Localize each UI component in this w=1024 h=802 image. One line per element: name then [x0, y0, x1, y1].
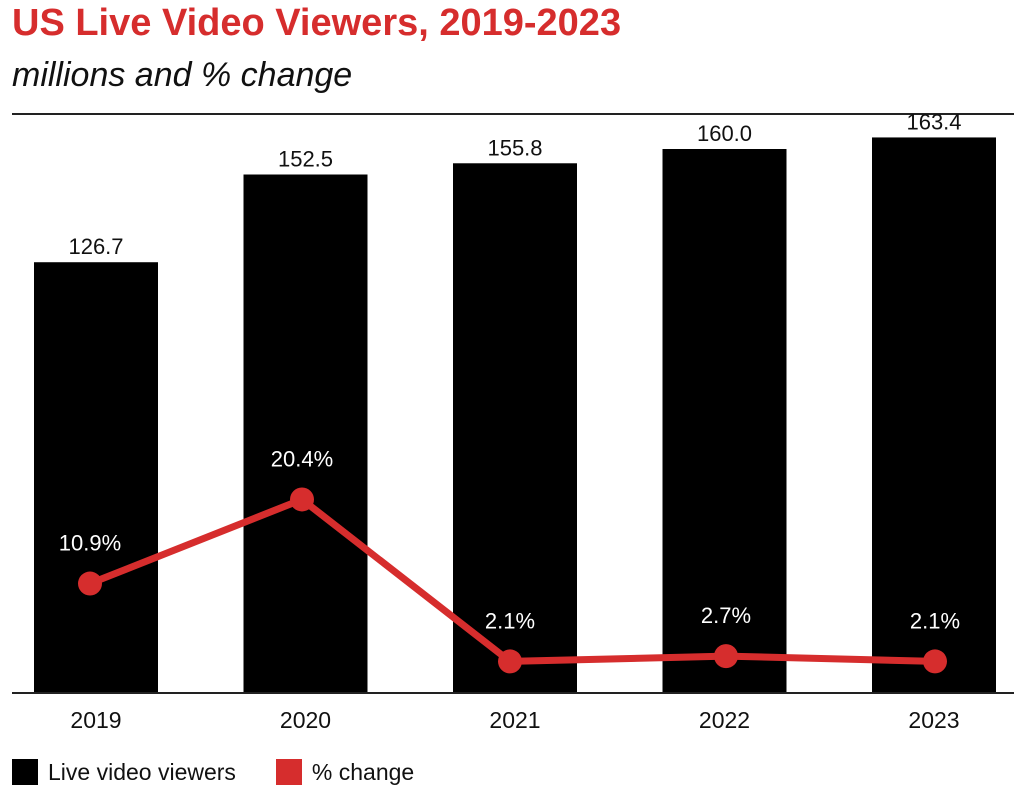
bar-label-2021: 155.8 [487, 135, 542, 160]
x-tick-2021: 2021 [489, 707, 540, 733]
bar-2021 [453, 163, 577, 693]
bar-label-2019: 126.7 [68, 234, 123, 259]
legend: Live video viewers % change [12, 755, 454, 789]
legend-label-viewers: Live video viewers [48, 758, 236, 785]
legend-item-viewers: Live video viewers [12, 759, 236, 786]
change-point-2022 [714, 644, 738, 669]
bar-label-2023: 163.4 [906, 109, 961, 134]
change-label-2019: 10.9% [59, 531, 121, 556]
change-label-2023: 2.1% [910, 608, 960, 633]
x-tick-2020: 2020 [280, 707, 331, 733]
change-point-2021 [498, 649, 522, 674]
title-divider [12, 113, 1014, 115]
change-label-2022: 2.7% [701, 603, 751, 628]
chart-plot: 126.7 2019 152.5 2020 155.8 2021 160.0 2022 163.… [12, 109, 1014, 733]
legend-item-change: % change [275, 758, 415, 786]
change-point-2019 [78, 571, 102, 596]
chart-title: US Live Video Viewers, 2019-2023 [12, 2, 622, 44]
bar-2023 [872, 137, 996, 693]
bar-label-2020: 152.5 [278, 147, 333, 172]
change-label-2021: 2.1% [485, 608, 535, 633]
legend-label-change: % change [311, 758, 415, 785]
bar-2022 [662, 149, 787, 693]
x-tick-2023: 2023 [908, 707, 959, 733]
change-label-2020: 20.4% [271, 446, 333, 471]
legend-swatch-viewers [12, 759, 38, 785]
change-point-2023 [923, 649, 947, 674]
legend-swatch-change [275, 759, 302, 785]
x-tick-2019: 2019 [70, 707, 121, 733]
change-point-2020 [290, 487, 314, 512]
bar-2019 [34, 262, 158, 693]
chart-subtitle: millions and % change [12, 56, 353, 94]
x-tick-2022: 2022 [699, 707, 750, 733]
bar-2020 [243, 174, 368, 693]
bar-label-2022: 160.0 [697, 121, 752, 146]
